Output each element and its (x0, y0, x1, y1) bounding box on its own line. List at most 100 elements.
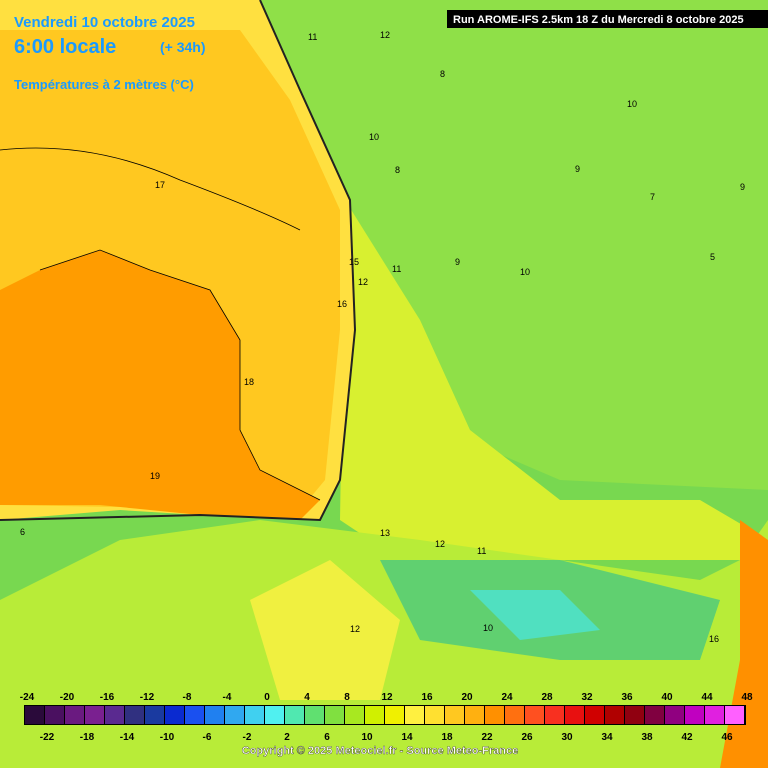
colorbar-swatch (585, 706, 604, 724)
contour-label: 10 (520, 267, 530, 277)
colorbar-label: -14 (120, 732, 135, 743)
colorbar-swatch (325, 706, 344, 724)
contour-label: 10 (627, 99, 637, 109)
contour-label: 8 (395, 165, 400, 175)
contour-label: 19 (150, 471, 160, 481)
colorbar-label: -6 (203, 732, 212, 743)
contour-label: 7 (650, 192, 655, 202)
colorbar-swatch (425, 706, 444, 724)
colorbar-label: 16 (421, 692, 433, 703)
colorbar-swatch (505, 706, 524, 724)
colorbar-swatch (465, 706, 484, 724)
colorbar-label: 38 (641, 732, 653, 743)
colorbar-swatch (725, 706, 744, 724)
contour-label: 12 (350, 624, 360, 634)
colorbar-label: 32 (581, 692, 593, 703)
contour-label: 10 (369, 132, 379, 142)
run-box (447, 10, 768, 28)
contour-label: 12 (358, 277, 368, 287)
copyright: Copyright © 2025 Meteociel.fr - Source M… (242, 745, 518, 757)
colorbar-swatch (565, 706, 584, 724)
map-time: 6:00 locale (14, 36, 116, 58)
colorbar-swatch (345, 706, 364, 724)
land-zone (250, 560, 400, 700)
colorbar-swatch (545, 706, 564, 724)
colorbar-label: 18 (441, 732, 453, 743)
contour-label: 11 (392, 264, 401, 274)
colorbar-label: -18 (80, 732, 95, 743)
colorbar-swatch (285, 706, 304, 724)
colorbar-label: -16 (100, 692, 115, 703)
colorbar-swatch (385, 706, 404, 724)
colorbar-label: -22 (40, 732, 55, 743)
colorbar-swatch (25, 706, 44, 724)
colorbar-swatch (605, 706, 624, 724)
contour-label: 5 (710, 252, 715, 262)
colorbar-swatch (125, 706, 144, 724)
colorbar-label: -2 (243, 732, 252, 743)
colorbar-label: 40 (661, 692, 673, 703)
colorbar-label: -12 (140, 692, 155, 703)
colorbar-label: 12 (381, 692, 393, 703)
colorbar-swatch (165, 706, 184, 724)
map-variable: Températures à 2 mètres (°C) (14, 77, 194, 92)
contour-label: 9 (740, 182, 745, 192)
contour-label: 18 (244, 377, 254, 387)
contour-label: 10 (483, 623, 493, 633)
colorbar-label: 34 (601, 732, 613, 743)
colorbar-label: 44 (701, 692, 713, 703)
colorbar-swatch (85, 706, 104, 724)
colorbar-swatch (65, 706, 84, 724)
colorbar-swatch (645, 706, 664, 724)
colorbar-label: 46 (721, 732, 733, 743)
colorbar-swatch (185, 706, 204, 724)
contour-label: 9 (455, 257, 460, 267)
contour-label: 11 (308, 32, 317, 42)
colorbar-label: -10 (160, 732, 175, 743)
colorbar-label: 14 (401, 732, 413, 743)
land-zone (340, 200, 768, 560)
colorbar-swatch (625, 706, 644, 724)
contour-label: 12 (380, 30, 390, 40)
colorbar-swatch (365, 706, 384, 724)
colorbar-swatch (485, 706, 504, 724)
colorbar-label: 28 (541, 692, 553, 703)
contour-label: 17 (155, 180, 165, 190)
colorbar-label: 10 (361, 732, 373, 743)
contour-label: 6 (20, 527, 25, 537)
contour-label: 12 (435, 539, 445, 549)
colorbar-swatch (445, 706, 464, 724)
colorbar-label: 30 (561, 732, 573, 743)
coastline (0, 0, 357, 522)
colorbar-swatch (685, 706, 704, 724)
colorbar-swatch (305, 706, 324, 724)
contour-label: 16 (709, 634, 719, 644)
contour-label: 15 (349, 257, 359, 267)
colorbar-label: 8 (344, 692, 350, 703)
colorbar-label: 26 (521, 732, 533, 743)
colorbar-swatch (245, 706, 264, 724)
colorbar-label: -20 (60, 692, 75, 703)
colorbar-swatch (525, 706, 544, 724)
colorbar-swatch (105, 706, 124, 724)
colorbar-swatch (45, 706, 64, 724)
colorbar-label: 42 (681, 732, 693, 743)
colorbar-label: 22 (481, 732, 493, 743)
colorbar-label: 2 (284, 732, 290, 743)
colorbar-swatch (405, 706, 424, 724)
colorbar-swatch (665, 706, 684, 724)
run-info: Run AROME-IFS 2.5km 18 Z du Mercredi 8 o… (453, 14, 744, 26)
contour-label: 11 (477, 546, 486, 556)
colorbar-swatch (265, 706, 284, 724)
colorbar-label: 4 (304, 692, 310, 703)
colorbar-label: 0 (264, 692, 270, 703)
colorbar-label: -24 (20, 692, 35, 703)
colorbar-label: -4 (223, 692, 232, 703)
colorbar-label: 24 (501, 692, 513, 703)
colorbar-label: 36 (621, 692, 633, 703)
contour-label: 8 (440, 69, 445, 79)
map-date: Vendredi 10 octobre 2025 (14, 14, 195, 31)
contour-label: 13 (380, 528, 390, 538)
sea-warm (0, 250, 320, 520)
contour-label: 9 (575, 164, 580, 174)
